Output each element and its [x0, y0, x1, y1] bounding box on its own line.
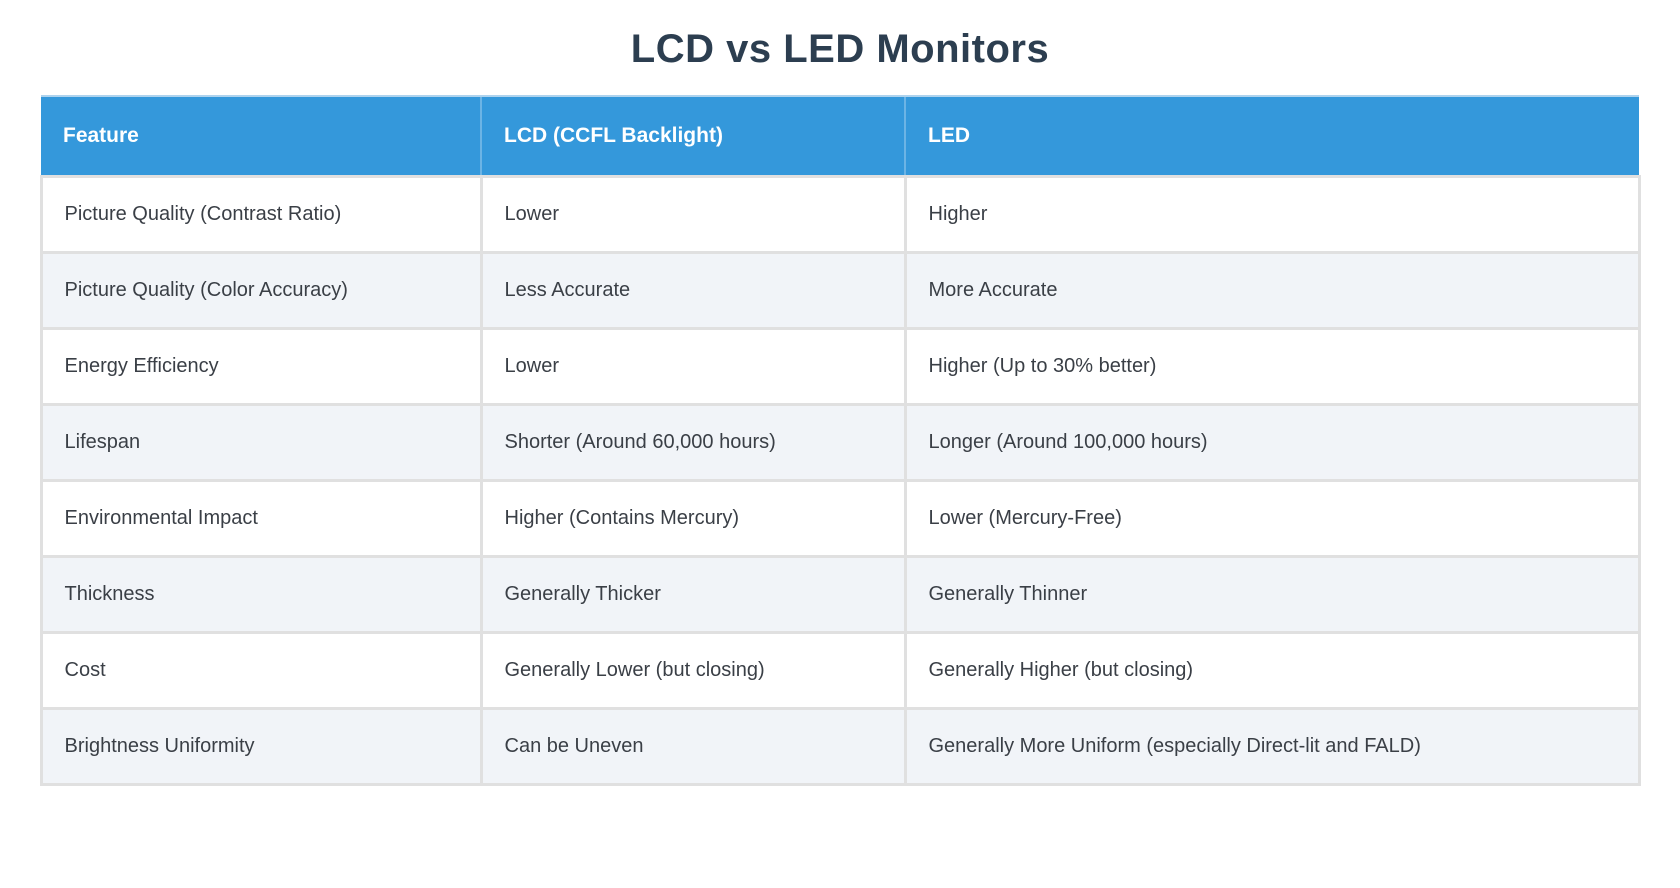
lcd-cell: Shorter (Around 60,000 hours) [479, 402, 907, 482]
lcd-cell: Higher (Contains Mercury) [479, 478, 907, 558]
led-cell: Higher [903, 174, 1641, 254]
feature-cell: Energy Efficiency [39, 326, 483, 406]
table-row: Picture Quality (Contrast Ratio) Lower H… [39, 174, 1641, 254]
feature-cell: Picture Quality (Color Accuracy) [39, 250, 483, 330]
lcd-cell: Generally Lower (but closing) [479, 630, 907, 710]
lcd-cell: Lower [479, 326, 907, 406]
lcd-cell: Lower [479, 174, 907, 254]
lcd-cell: Generally Thicker [479, 554, 907, 634]
led-cell: Lower (Mercury-Free) [903, 478, 1641, 558]
feature-cell: Lifespan [39, 402, 483, 482]
lcd-cell: Less Accurate [479, 250, 907, 330]
column-header-feature: Feature [41, 95, 481, 176]
feature-cell: Brightness Uniformity [39, 706, 483, 786]
led-cell: More Accurate [903, 250, 1641, 330]
table-row: Environmental Impact Higher (Contains Me… [39, 478, 1641, 558]
page: LCD vs LED Monitors Feature LCD (CCFL Ba… [0, 26, 1680, 786]
column-header-lcd: LCD (CCFL Backlight) [480, 95, 905, 176]
feature-cell: Environmental Impact [39, 478, 483, 558]
feature-cell: Picture Quality (Contrast Ratio) [39, 174, 483, 254]
led-cell: Generally Higher (but closing) [903, 630, 1641, 710]
comparison-table: Feature LCD (CCFL Backlight) LED Picture… [39, 95, 1641, 786]
lcd-cell: Can be Uneven [479, 706, 907, 786]
table-row: Brightness Uniformity Can be Uneven Gene… [39, 706, 1641, 786]
table-row: Picture Quality (Color Accuracy) Less Ac… [39, 250, 1641, 330]
led-cell: Generally More Uniform (especially Direc… [903, 706, 1641, 786]
led-cell: Longer (Around 100,000 hours) [903, 402, 1641, 482]
header-row: Feature LCD (CCFL Backlight) LED [41, 95, 1639, 176]
page-title: LCD vs LED Monitors [630, 27, 1050, 71]
led-cell: Higher (Up to 30% better) [903, 326, 1641, 406]
led-cell: Generally Thinner [903, 554, 1641, 634]
column-header-led: LED [904, 95, 1639, 176]
table-body: Picture Quality (Contrast Ratio) Lower H… [39, 174, 1641, 786]
table-row: Cost Generally Lower (but closing) Gener… [39, 630, 1641, 710]
feature-cell: Cost [39, 630, 483, 710]
feature-cell: Thickness [39, 554, 483, 634]
table-header: Feature LCD (CCFL Backlight) LED [41, 95, 1639, 176]
table-row: Lifespan Shorter (Around 60,000 hours) L… [39, 402, 1641, 482]
table-row: Thickness Generally Thicker Generally Th… [39, 554, 1641, 634]
table-row: Energy Efficiency Lower Higher (Up to 30… [39, 326, 1641, 406]
